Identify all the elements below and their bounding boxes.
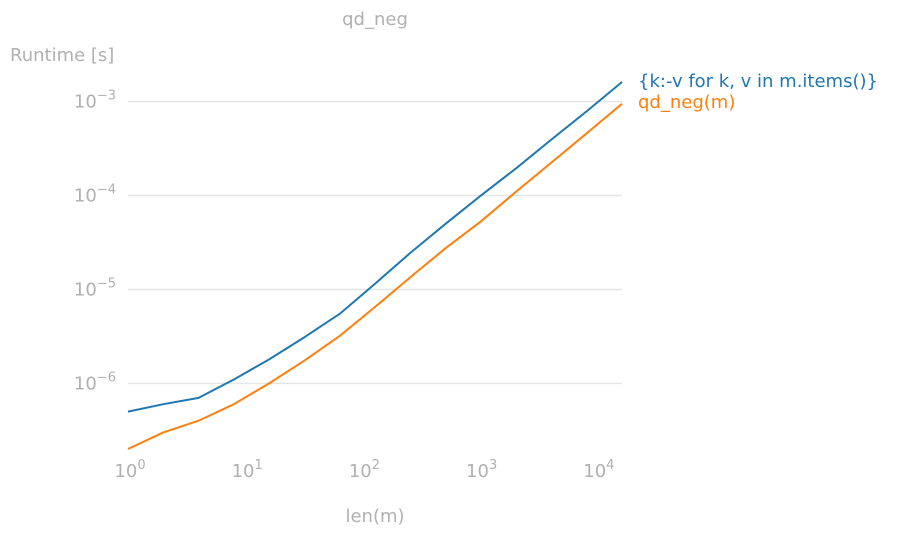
x-tick-labels: 100 101 102 103 104 — [114, 458, 614, 482]
legend: {k:-v for k, v in m.items()}qd_neg(m) — [638, 71, 878, 113]
y-tick-label: 10−3 — [74, 89, 116, 113]
x-axis-label: len(m) — [345, 506, 404, 527]
x-tick-label: 103 — [466, 458, 497, 482]
grid-lines — [128, 100, 622, 385]
y-tick-label: 10−5 — [74, 276, 116, 300]
x-tick-label: 100 — [114, 458, 145, 482]
series-line-2 — [127, 102, 623, 450]
series-line-1 — [127, 81, 623, 413]
y-tick-label: 10−6 — [74, 370, 116, 394]
x-tick-label: 101 — [232, 458, 263, 482]
y-axis-label: Runtime [s] — [10, 45, 114, 66]
legend-label-1: {k:-v for k, v in m.items()} — [638, 71, 878, 92]
series-lines — [127, 81, 623, 450]
legend-label-2: qd_neg(m) — [638, 92, 735, 113]
y-tick-labels: 10−6 10−5 10−4 10−3 — [74, 89, 116, 395]
x-tick-label: 102 — [349, 458, 380, 482]
chart-title: qd_neg — [342, 9, 408, 30]
x-tick-label: 104 — [583, 458, 614, 482]
y-tick-label: 10−4 — [74, 183, 116, 207]
